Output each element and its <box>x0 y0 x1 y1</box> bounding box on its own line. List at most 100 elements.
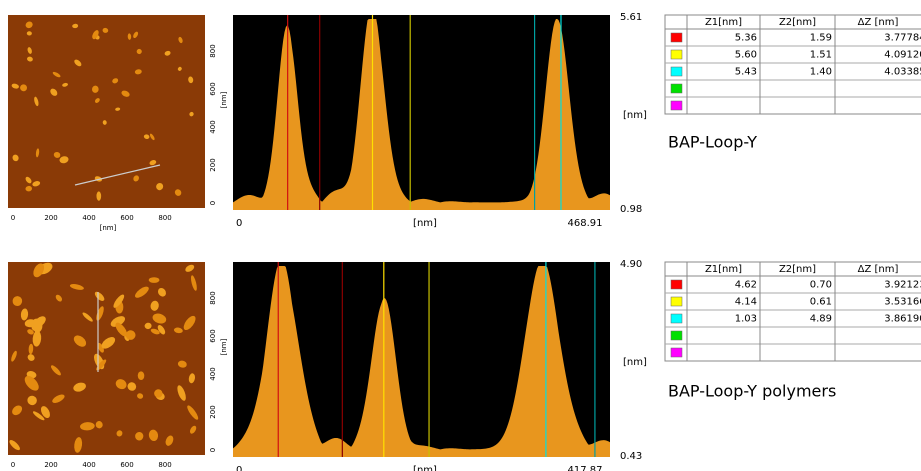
afm-feature <box>94 98 100 103</box>
afm-feature <box>165 435 174 446</box>
afm-feature <box>24 375 39 391</box>
table-header: ΔZ [nm] <box>858 264 899 275</box>
afm-feature <box>101 337 116 349</box>
afm-feature <box>121 90 130 97</box>
table-cell: 4.033854 <box>884 67 921 78</box>
afm-feature <box>73 382 86 392</box>
row-swatch <box>670 100 683 111</box>
afm-feature <box>113 294 125 308</box>
afm-feature <box>136 48 142 55</box>
table-header: Z2[nm] <box>779 17 816 28</box>
y-tick-label: 200 <box>209 158 217 171</box>
table-cell: 5.36 <box>735 33 757 44</box>
afm-feature <box>20 84 28 92</box>
x-tick-label: 400 <box>82 461 95 469</box>
table-cell: 5.60 <box>735 50 757 61</box>
afm-feature <box>102 27 109 33</box>
profile-top: 4.90 <box>620 259 642 270</box>
afm-feature <box>34 96 39 107</box>
afm-feature <box>189 425 197 434</box>
afm-feature <box>189 111 194 117</box>
table-cell: 3.777840 <box>884 33 921 44</box>
caption: BAP-Loop-Y <box>668 133 757 152</box>
x-tick-label: 0 <box>11 461 15 469</box>
y-tick-label: 200 <box>209 405 217 418</box>
afm-feature <box>96 359 107 371</box>
afm-feature <box>110 316 126 327</box>
afm-feature <box>32 330 42 347</box>
y-unit: [nm] <box>220 91 228 108</box>
table-bg <box>664 261 921 362</box>
afm-feature <box>115 322 128 337</box>
afm-feature <box>59 156 69 164</box>
y-tick-label: 0 <box>209 448 217 452</box>
afm-feature <box>177 66 182 71</box>
afm-feature <box>33 263 45 278</box>
afm-feature <box>188 76 194 84</box>
afm-feature <box>127 382 137 391</box>
table-cell: 1.59 <box>810 33 832 44</box>
afm-feature <box>177 360 187 368</box>
afm-feature <box>32 411 45 421</box>
afm-feature <box>12 154 19 162</box>
afm-feature <box>125 330 136 340</box>
row-swatch <box>670 347 683 358</box>
afm-feature <box>12 405 23 416</box>
table-header: Z1[nm] <box>705 264 742 275</box>
afm-feature <box>143 134 150 139</box>
afm-feature <box>52 71 61 78</box>
afm-feature <box>149 160 157 166</box>
table-cell: 1.40 <box>810 67 832 78</box>
afm-feature <box>154 389 163 398</box>
afm-feature <box>183 315 196 331</box>
afm-feature <box>164 50 171 56</box>
afm-feature <box>27 47 32 54</box>
afm-feature <box>27 354 35 361</box>
y-tick-label: 400 <box>209 367 217 380</box>
afm-feature <box>133 175 139 182</box>
row-swatch <box>670 32 683 43</box>
afm-feature <box>134 69 142 75</box>
table-bg <box>664 14 921 115</box>
afm-feature <box>156 182 164 191</box>
afm-feature <box>157 287 166 297</box>
table-header: ΔZ [nm] <box>858 17 899 28</box>
afm-feature <box>149 133 155 141</box>
row-swatch <box>670 296 683 307</box>
afm-feature <box>188 373 195 384</box>
afm-feature <box>27 329 34 335</box>
y-tick-label: 800 <box>209 44 217 57</box>
row-swatch <box>670 49 683 60</box>
profile-bottom: 0.43 <box>620 451 642 462</box>
x-unit: [nm] <box>100 224 117 232</box>
table-cell: 5.43 <box>735 67 757 78</box>
afm-feature <box>96 191 102 201</box>
afm-feature <box>69 284 84 290</box>
afm-feature <box>73 335 87 347</box>
y-unit: [nm] <box>220 338 228 355</box>
profile-x-end: 417.87 <box>568 465 603 471</box>
profile-top: 5.61 <box>620 12 642 23</box>
scan-line <box>74 164 161 186</box>
afm-feature <box>97 342 104 353</box>
afm-feature <box>127 33 132 40</box>
afm-feature <box>62 82 68 87</box>
afm-feature <box>25 185 32 192</box>
afm-feature <box>74 59 82 67</box>
y-tick-label: 800 <box>209 291 217 304</box>
table-cell: 4.14 <box>735 297 757 308</box>
afm-feature <box>12 296 23 307</box>
profile-x-start: 0 <box>236 218 242 229</box>
afm-image <box>8 262 205 455</box>
profile-curve <box>233 266 610 457</box>
afm-feature <box>11 350 17 362</box>
measurement-table: Z1[nm] Z2[nm] ΔZ [nm] 5.36 1.59 3.777840 5.60 1… <box>664 14 921 115</box>
y-tick-label: 0 <box>209 201 217 205</box>
afm-image <box>8 15 205 208</box>
afm-feature <box>92 30 99 40</box>
afm-feature <box>187 405 199 420</box>
x-tick-label: 200 <box>44 214 57 222</box>
afm-feature <box>115 379 127 390</box>
afm-feature <box>152 313 167 324</box>
afm-feature <box>112 78 119 84</box>
